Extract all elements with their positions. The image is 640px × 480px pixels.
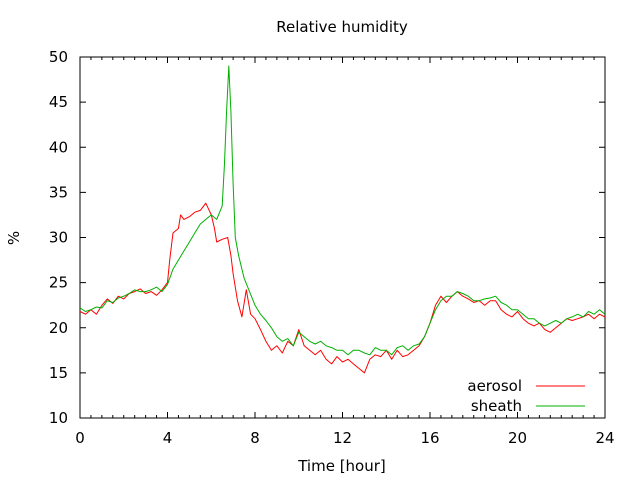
legend-label-sheath: sheath (471, 397, 522, 415)
x-axis-title: Time [hour] (297, 457, 386, 475)
x-tick-label: 8 (250, 429, 260, 447)
chart-title: Relative humidity (276, 18, 408, 36)
y-axis-title: % (5, 231, 23, 245)
x-tick-label: 4 (163, 429, 173, 447)
plot-frame (79, 56, 606, 419)
y-tick-label: 45 (49, 93, 68, 111)
plot-border (79, 56, 606, 419)
y-tick-label: 15 (49, 364, 68, 382)
y-tick-label: 40 (49, 138, 68, 156)
y-axis: 10 15 20 25 30 35 40 45 50 (49, 48, 605, 427)
series-layer (79, 65, 606, 374)
x-tick-label: 24 (595, 429, 614, 447)
series-line-sheath (79, 65, 606, 356)
x-tick-label: 0 (75, 429, 85, 447)
y-tick-label: 50 (49, 48, 68, 66)
y-tick-label: 25 (49, 274, 68, 292)
y-tick-label: 30 (49, 229, 68, 247)
y-tick-label: 10 (49, 409, 68, 427)
y-tick-label: 35 (49, 183, 68, 201)
legend: aerosol sheath (467, 377, 585, 415)
legend-label-aerosol: aerosol (467, 377, 522, 395)
x-tick-label: 12 (333, 429, 352, 447)
series-line-aerosol (79, 202, 606, 374)
y-tick-label: 20 (49, 319, 68, 337)
x-tick-label: 16 (420, 429, 439, 447)
x-axis: 0 4 8 12 16 20 24 (75, 57, 615, 447)
x-tick-label: 20 (508, 429, 527, 447)
